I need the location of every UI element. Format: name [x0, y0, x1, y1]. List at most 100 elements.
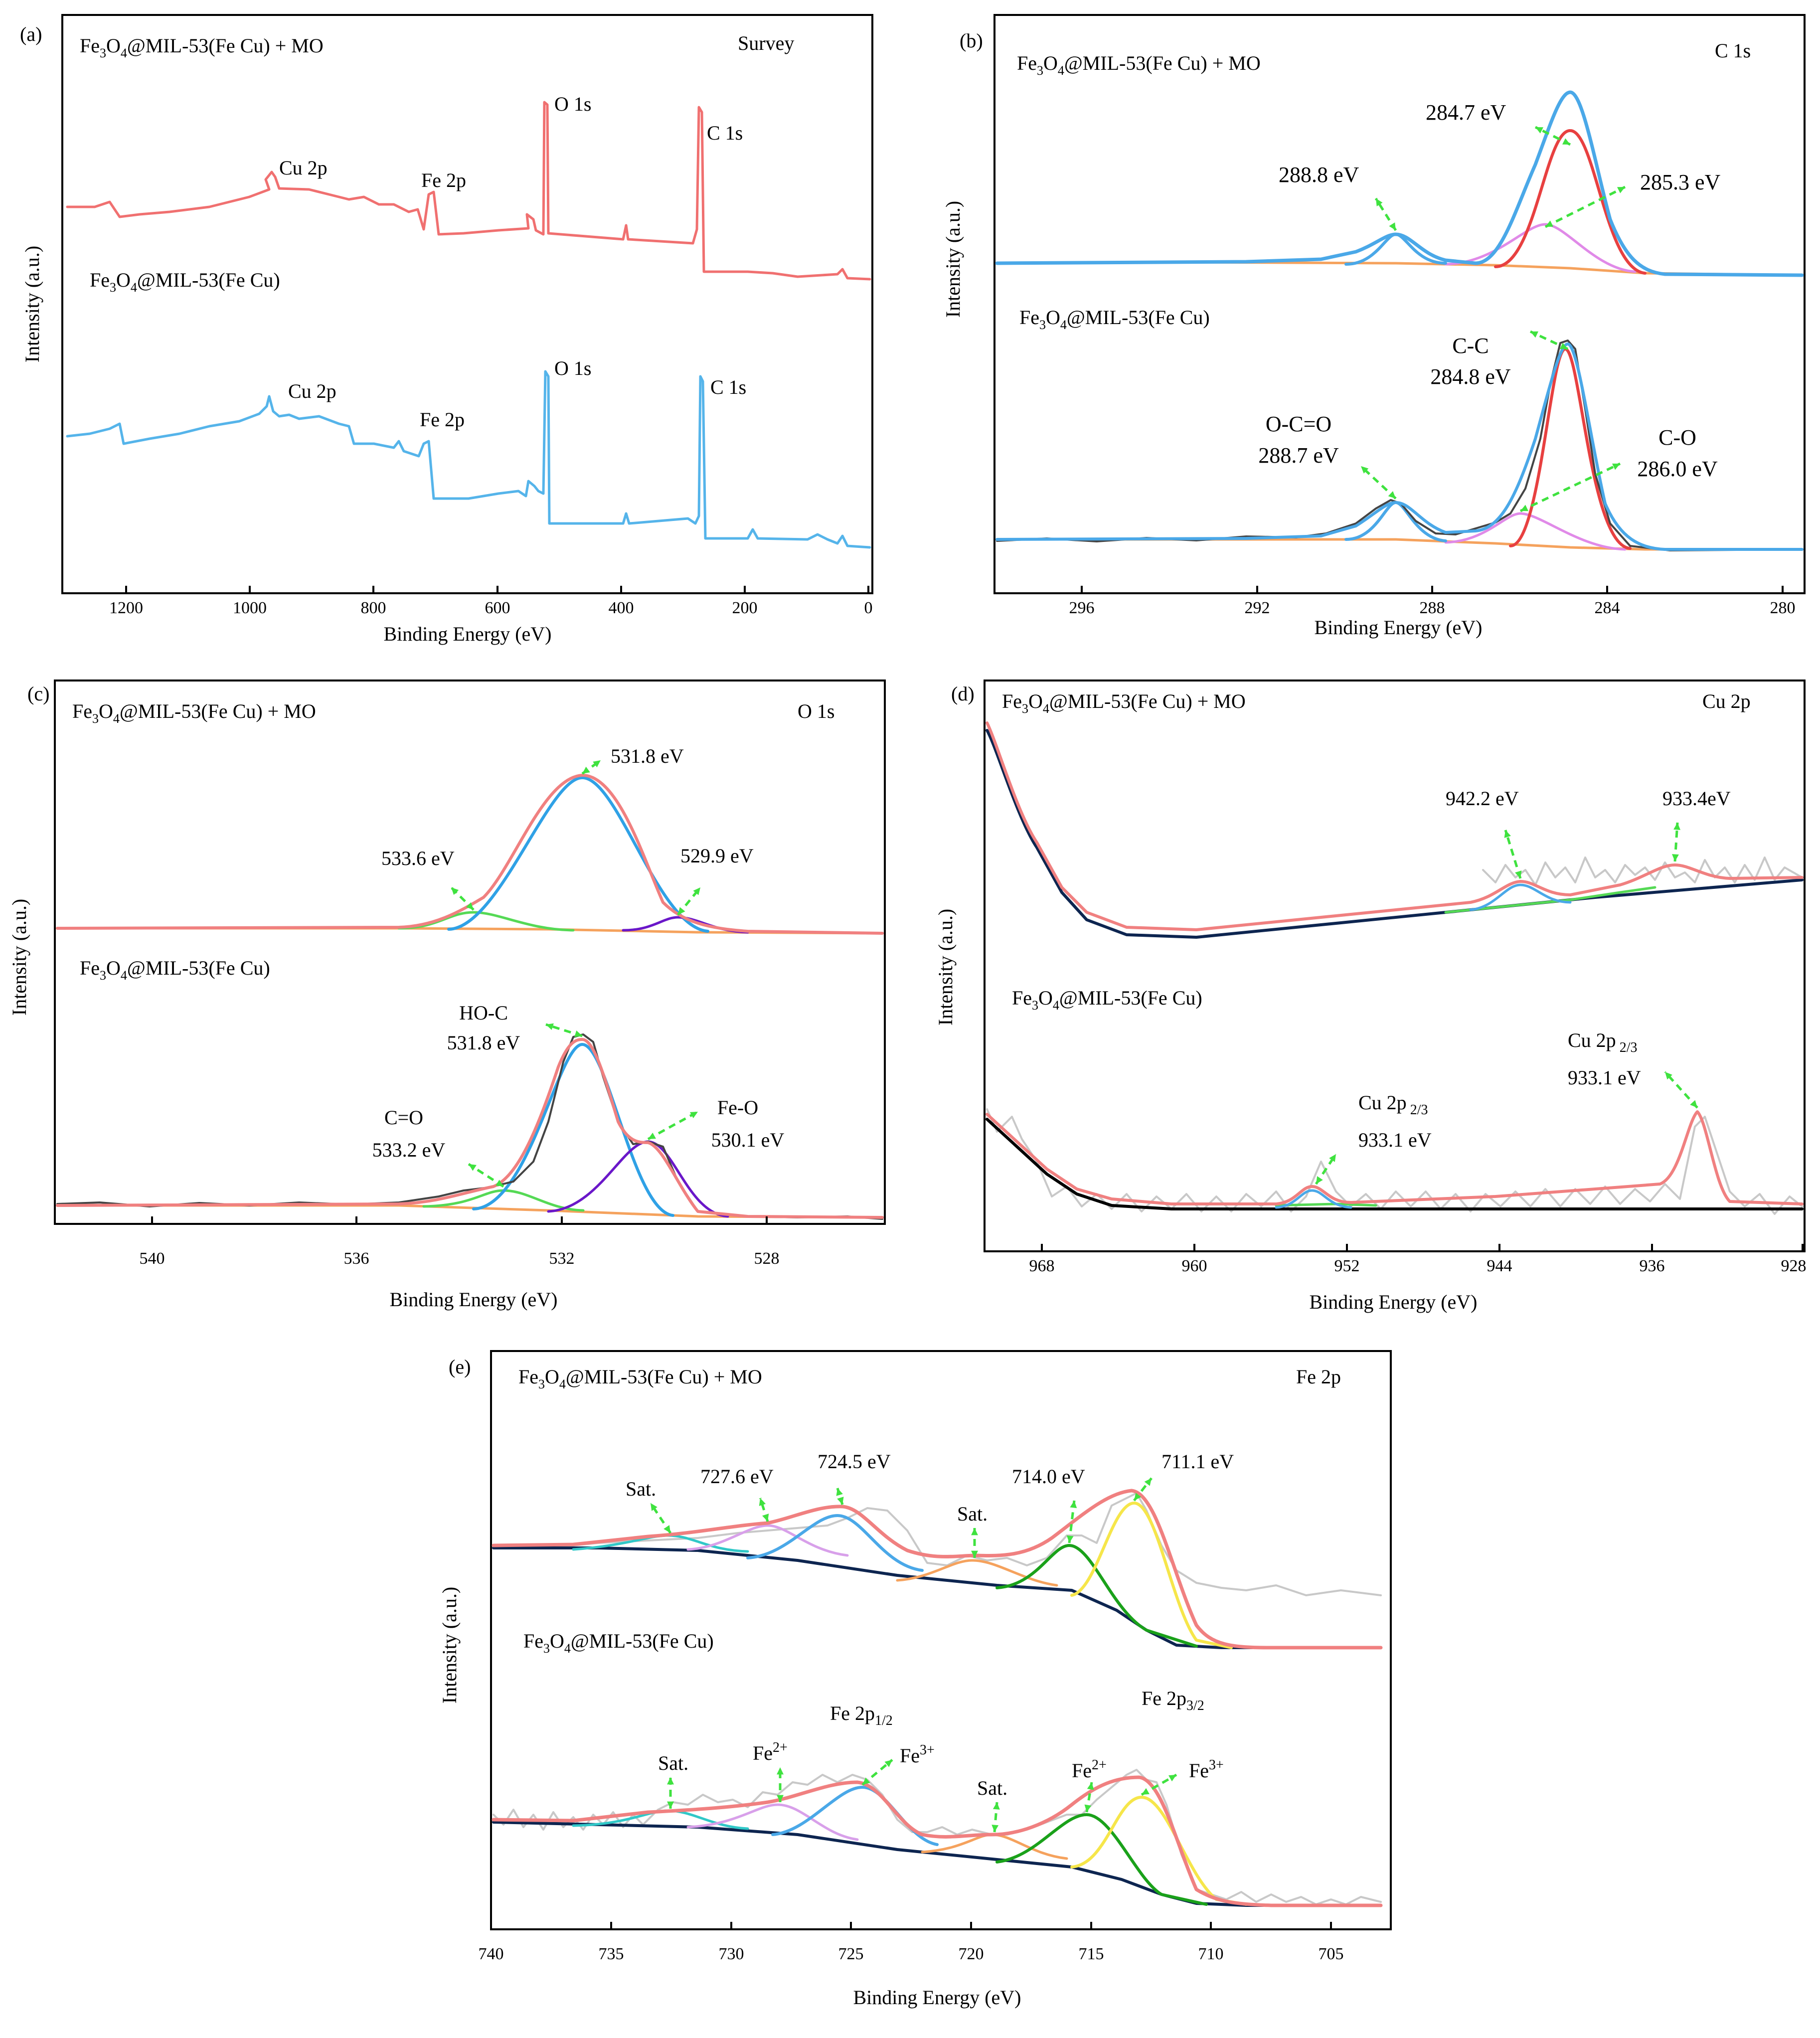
arrow-head: [648, 1132, 656, 1139]
arrow-285-3: [1544, 185, 1626, 228]
arrow-head: [777, 1795, 784, 1802]
arrow-head: [971, 1528, 978, 1535]
panel-c-mo-peak-533-6: 533.6 eV: [381, 847, 455, 869]
survey-curve-mo: [66, 101, 871, 281]
panel-b-pristine-peak-co-name: C-O: [1658, 425, 1696, 450]
arrow-head: [1665, 1072, 1672, 1080]
panel-d-mo-peak-942-2: 942.2 eV: [1446, 787, 1519, 810]
panel-b-x-axis-title: Binding Energy (eV): [1315, 616, 1483, 639]
panel-e-mo-peak-714: 714.0 eV: [1012, 1465, 1085, 1488]
arrow-head: [777, 1767, 784, 1775]
panel-b-tick-label: 280: [1770, 599, 1796, 617]
arrow-head: [593, 760, 601, 768]
panel-e-tick-label: 730: [719, 1945, 744, 1963]
fe2p-mo-baseline: [492, 1546, 1298, 1649]
panel-a-tick-label: 600: [485, 599, 510, 617]
panel-a-tick-label: 200: [732, 599, 758, 617]
panel-d-tick-label: 960: [1182, 1257, 1207, 1275]
c1s-pristine-envelope: [995, 342, 1804, 551]
arrow-head: [1087, 1782, 1094, 1790]
panel-e: (e) Fe 2p Fe3O4@MIL-53(Fe Cu) + MO Fe3O4…: [438, 1350, 1392, 2009]
panel-c-pristine-peak-feo-name: Fe-O: [717, 1096, 758, 1119]
panel-e-tick-label: 720: [959, 1945, 984, 1963]
arrow-head: [1560, 342, 1568, 349]
fe2p-mo-peak-714: [995, 1544, 1198, 1648]
panel-c-x-axis-title: Binding Energy (eV): [390, 1288, 558, 1311]
panel-c-sample-mo: Fe3O4@MIL-53(Fe Cu) + MO: [72, 700, 316, 726]
arrow-head: [667, 1801, 674, 1809]
arrow-head: [759, 1498, 766, 1506]
arrow-head: [582, 766, 590, 774]
panel-b-pristine-peak-occo-value: 288.7 eV: [1258, 443, 1339, 468]
o1s-mo-peak-533-6: [397, 911, 575, 932]
panel-e-tick-label: 725: [838, 1945, 864, 1963]
arrow-head: [1388, 491, 1396, 499]
panel-a-tick-label: 1000: [233, 599, 267, 617]
panel-d-tick-label: 928: [1781, 1257, 1807, 1275]
arrow-head: [1673, 823, 1681, 830]
panel-e-mo-peak-727-6: 727.6 eV: [700, 1465, 774, 1488]
fe2p-pristine-fe2-half: [686, 1803, 859, 1841]
arrow-head: [762, 1514, 769, 1522]
arrow-head: [651, 1503, 658, 1511]
panel-e-pr-peak-fe3-half: Fe3+: [900, 1742, 935, 1767]
cu2p-mo-envelope: [986, 721, 1804, 931]
arrow-head: [469, 1164, 477, 1171]
arrow-530-1: [647, 1110, 699, 1141]
panel-b-mo-peak-284-7: 284.7 eV: [1426, 100, 1506, 125]
arrow-head: [884, 1760, 892, 1767]
arrow-head: [1612, 463, 1620, 470]
panel-b-tick-label: 288: [1420, 599, 1445, 617]
panel-e-mo-peak-711-1: 711.1 eV: [1161, 1450, 1234, 1473]
arrow-head: [1389, 222, 1396, 230]
arrow-head: [496, 1180, 503, 1187]
panel-c-pristine-peak-feo-value: 530.1 eV: [711, 1129, 785, 1151]
panel-e-mo-peak-724-5: 724.5 eV: [818, 1450, 891, 1473]
o1s-mo-peak-531-8: [447, 776, 709, 933]
survey-curve-pristine: [66, 370, 871, 549]
panel-c-tick-label: 532: [549, 1249, 575, 1268]
panel-e-y-axis-title: Intensity (a.u.): [438, 1587, 461, 1703]
panel-b-pristine-peak-cc-value: 284.8 eV: [1430, 364, 1511, 389]
arrow-head: [1530, 331, 1538, 338]
fe2p-pristine-envelope: [492, 1775, 1383, 1907]
arrow-head: [1134, 1493, 1142, 1501]
panel-d-tick-label: 944: [1487, 1257, 1512, 1275]
panel-b-mo-peak-288-8: 288.8 eV: [1279, 163, 1359, 187]
panel-e-arrows: [649, 1477, 1177, 1833]
panel-b: (b) C 1s Fe3O4@MIL-53(Fe Cu) + MO Fe3O4@…: [942, 14, 1806, 639]
panel-e-plot-frame: [490, 1350, 1392, 1930]
panel-d-y-axis-title: Intensity (a.u.): [934, 909, 957, 1025]
arrow-head: [667, 1777, 674, 1785]
arrow-head: [1329, 1154, 1336, 1162]
cu2p-pristine-envelope: [986, 1110, 1804, 1205]
panel-a-sample-mo: Fe3O4@MIL-53(Fe Cu) + MO: [80, 34, 324, 60]
panel-d-pristine-peak-2-value: 933.1 eV: [1568, 1066, 1641, 1089]
cu2p-pristine-baseline: [986, 1118, 1804, 1210]
c1s-pristine-peak-286-0: [1444, 512, 1627, 551]
cu2p-pristine-raw: [986, 1108, 1803, 1215]
fe2p-mo-raw: [493, 1492, 1382, 1596]
panel-b-pristine-peak-cc-name: C-C: [1452, 334, 1489, 358]
panel-a-tick-label: 0: [864, 599, 873, 617]
panel-a-pristine-peak-o: O 1s: [554, 357, 591, 379]
arrow-head: [1376, 198, 1383, 206]
panel-c-sample-pristine: Fe3O4@MIL-53(Fe Cu): [80, 957, 270, 983]
panel-c-tick-label: 540: [140, 1249, 165, 1268]
panel-e-tick-label: 710: [1198, 1945, 1224, 1963]
arrow-288-7: [1360, 465, 1397, 500]
arrow-head: [1066, 1535, 1074, 1543]
panel-b-sample-pristine: Fe3O4@MIL-53(Fe Cu): [1019, 306, 1210, 332]
arrow-head: [862, 1777, 870, 1785]
panel-c-plot-frame: [54, 679, 886, 1225]
arrow-head: [1316, 1176, 1323, 1184]
arrow-head: [1617, 187, 1625, 193]
arrow-head: [1545, 220, 1553, 227]
panel-c-pristine-peak-hoc-value: 531.8 eV: [447, 1031, 520, 1054]
o1s-pristine-peak-530-1: [547, 1140, 729, 1218]
panel-d-x-axis-title: Binding Energy (eV): [1310, 1291, 1478, 1313]
panel-a-pristine-peak-cu: Cu 2p: [288, 380, 336, 402]
cu2p-mo-sat: [1444, 886, 1656, 914]
panel-d-x-axis: 968 960 952 944 936 928: [1029, 1244, 1807, 1275]
panel-e-pr-peak-fe2-half: Fe2+: [753, 1740, 788, 1764]
